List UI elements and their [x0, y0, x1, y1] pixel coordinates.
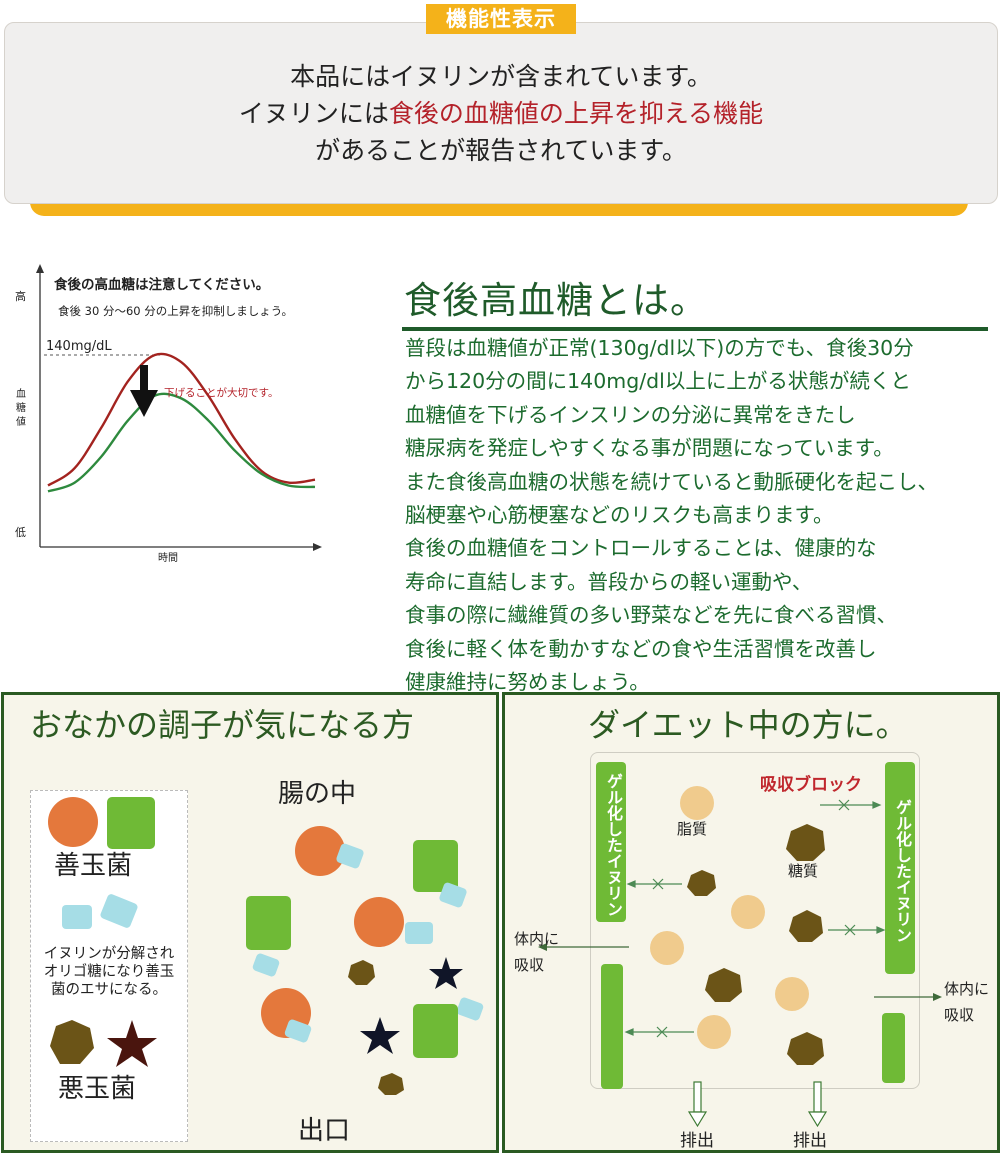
sugar-particle [786, 824, 825, 861]
intestine-frame [590, 752, 920, 1089]
down-arrow-head [130, 390, 158, 417]
bad-bacteria-icons [50, 1020, 157, 1067]
intestine-label: 腸の中 [278, 779, 357, 809]
bad-bacteria-label: 悪玉菌 [58, 1074, 137, 1104]
bad-bacteria-hexagon-icon [348, 960, 375, 985]
blocked-arrow [820, 799, 882, 811]
good-bacteria-icon [354, 897, 404, 947]
absorb-right-label: 体内に 吸収 [944, 980, 990, 1024]
fat-label: 脂質 [677, 820, 708, 838]
arrow-note: 下げることが大切です。 [164, 386, 278, 399]
article-line: 健康維持に努めましょう。 [405, 670, 650, 695]
chart-heading-1: 食後の高血糖は注意してください。 [54, 276, 269, 293]
gel-inulin-lower-right [882, 1013, 905, 1083]
y-axis-label-2: 糖 [16, 401, 26, 414]
chart-heading-2: 食後 30 分〜60 分の上昇を抑制しましょう。 [58, 304, 293, 318]
y-high-label: 高 [15, 289, 26, 303]
excrete-arrow [807, 1081, 828, 1128]
threshold-label: 140mg/dL [46, 339, 112, 354]
good-bacteria-icon [246, 896, 291, 950]
x-axis-label: 時間 [158, 552, 178, 564]
article-line: 脳梗塞や心筋梗塞などのリスクも高まります。 [405, 503, 834, 528]
article-title: 食後高血糖とは。 [404, 279, 708, 322]
y-axis-label-3: 値 [16, 415, 26, 428]
absorb-right-arrow [874, 993, 942, 1001]
blocked-arrow [828, 924, 886, 936]
fat-particle [697, 1015, 731, 1049]
excrete-arrow [687, 1081, 708, 1128]
article-line: 食事の際に繊維質の多い野菜などを先に食べる習慣、 [405, 603, 897, 628]
good-bacteria-icon [413, 1004, 458, 1058]
article-line: 寿命に直結します。普段からの軽い運動や、 [405, 569, 813, 594]
inulin-note: イヌリンが分解され オリゴ糖になり善玉 菌のエサになる。 [43, 946, 175, 998]
article-line: から120分の間に140mg/dl以上に上がる状態が続くと [405, 369, 911, 394]
bad-bacteria-star-icon [107, 1020, 157, 1067]
sugar-label: 糖質 [788, 862, 819, 880]
article-line: 血糖値を下げるインスリンの分泌に異常をきたし [405, 402, 856, 427]
bad-bacteria-scatter [348, 957, 463, 1095]
fat-particle [650, 931, 684, 965]
claim-highlight: 食後の血糖値の上昇を抑える機能 [388, 99, 764, 128]
gel-inulin-left: ゲル化したイヌリン [596, 762, 626, 922]
claim-line-2: イヌリンには食後の血糖値の上昇を抑える機能 [238, 99, 764, 128]
good-bacteria-label: 善玉菌 [54, 851, 133, 881]
y-low-label: 低 [15, 526, 26, 539]
absorption-block-label: 吸収ブロック [760, 775, 862, 795]
bad-bacteria-hexagon-icon [378, 1073, 404, 1095]
absorb-left-label: 体内に 吸収 [514, 930, 560, 974]
article-line: また食後高血糖の状態を続けていると動脈硬化を起こし、 [405, 469, 938, 494]
bad-bacteria-star-icon [429, 957, 463, 989]
y-axis-arrow [36, 264, 44, 273]
y-axis-label-1: 血 [16, 387, 26, 400]
article-body: 普段は血糖値が正常(130g/dl以下)の方でも、食後30分 から120分の間に… [405, 332, 995, 699]
absorption-diagram [538, 786, 942, 1128]
article-line: 普段は血糖値が正常(130g/dl以下)の方でも、食後30分 [405, 336, 914, 360]
gel-inulin-right: ゲル化したイヌリン [885, 762, 915, 974]
sugar-particle [787, 1032, 824, 1065]
function-claim-banner [4, 22, 998, 204]
bacteria-legend [30, 790, 188, 1142]
exit-label: 出口 [298, 1116, 351, 1146]
absorb-left-arrow [538, 943, 629, 951]
article-divider [402, 327, 988, 331]
oligo-icon [405, 922, 433, 944]
article-line: 食後に軽く体を動かすなどの食や生活習慣を改善し [405, 636, 877, 661]
claim-line-1: 本品にはイヌリンが含まれています。 [290, 62, 712, 91]
sugar-particle [687, 870, 716, 896]
gel-inulin-lower-left [601, 964, 623, 1089]
x-axis-arrow [313, 543, 322, 551]
sugar-particle [789, 910, 823, 942]
oligo-icon [62, 905, 92, 929]
claim-line-3: があることが報告されています。 [315, 136, 687, 165]
down-arrow-shaft [140, 365, 148, 395]
blocked-arrow [624, 1026, 694, 1038]
fat-particle [731, 895, 765, 929]
fat-particle [775, 977, 809, 1011]
fat-particle [680, 786, 714, 820]
series-suppressed [47, 392, 316, 493]
gut-panel-title: おなかの調子が気になる方 [30, 706, 415, 744]
series-after-meal [47, 352, 316, 487]
blocked-arrow [626, 878, 682, 890]
bad-bacteria-star-icon [360, 1017, 400, 1054]
blood-sugar-chart: 食後の高血糖は注意してください。 食後 30 分〜60 分の上昇を抑制しましょう… [15, 264, 322, 564]
diet-panel-title: ダイエット中の方に。 [588, 706, 908, 744]
good-bacteria-circle-icon [48, 797, 98, 847]
good-bacteria-square-icon [107, 797, 155, 849]
excrete-label: 排出 [793, 1131, 827, 1151]
bad-bacteria-hexagon-icon [50, 1020, 94, 1064]
article-line: 糖尿病を発症しやすくなる事が問題になっています。 [405, 436, 894, 461]
function-claim-tag: 機能性表示 [426, 4, 576, 34]
good-bacteria-icon [295, 826, 345, 876]
article-line: 食後の血糖値をコントロールすることは、健康的な [405, 536, 877, 561]
function-claim-text: 本品にはイヌリンが含まれています。 イヌリンには食後の血糖値の上昇を抑える機能 … [4, 58, 998, 169]
excrete-label: 排出 [680, 1131, 714, 1151]
sugar-particle [705, 968, 742, 1002]
